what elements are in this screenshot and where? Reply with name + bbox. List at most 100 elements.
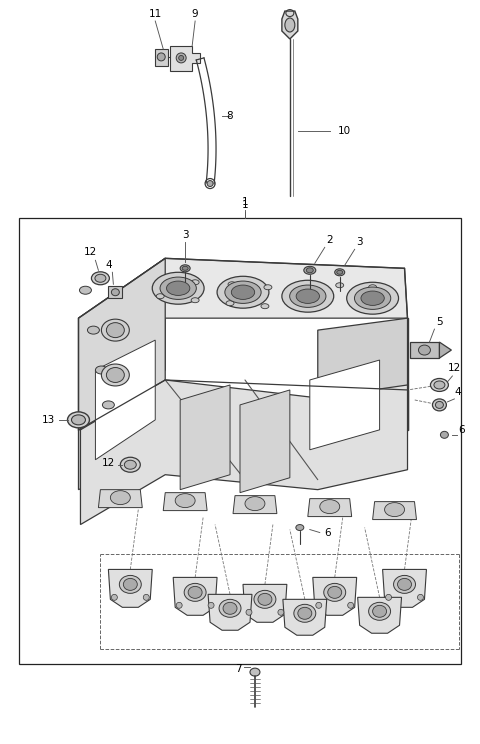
Ellipse shape [110,490,130,504]
Ellipse shape [68,412,89,428]
Ellipse shape [278,609,284,615]
Text: 12: 12 [84,247,97,257]
Text: 3: 3 [182,231,189,240]
Ellipse shape [418,594,423,600]
Ellipse shape [111,289,120,295]
Ellipse shape [320,500,340,513]
Ellipse shape [316,603,322,609]
Polygon shape [108,286,122,298]
Bar [19,219,461,664]
Polygon shape [78,258,408,318]
Ellipse shape [394,575,416,594]
Ellipse shape [120,575,141,594]
Ellipse shape [96,366,108,374]
Polygon shape [439,342,451,358]
Ellipse shape [160,277,196,299]
Ellipse shape [435,402,444,408]
Ellipse shape [384,503,405,516]
Ellipse shape [250,668,260,676]
Ellipse shape [184,583,206,601]
Ellipse shape [289,285,326,307]
Ellipse shape [182,266,188,270]
Ellipse shape [157,53,165,61]
Ellipse shape [434,381,445,389]
Ellipse shape [385,594,392,600]
Text: 6: 6 [324,527,331,537]
Ellipse shape [369,603,391,620]
Ellipse shape [176,603,182,609]
Ellipse shape [245,497,265,510]
Polygon shape [208,594,252,630]
Ellipse shape [191,280,199,285]
Polygon shape [283,600,327,635]
Polygon shape [78,258,165,430]
Ellipse shape [80,286,91,294]
Ellipse shape [285,18,295,32]
Ellipse shape [246,609,252,615]
Polygon shape [233,496,277,513]
Ellipse shape [72,415,85,425]
Polygon shape [383,569,426,607]
Ellipse shape [361,291,384,305]
Polygon shape [372,501,417,519]
Text: 7: 7 [235,664,241,674]
Ellipse shape [254,591,276,609]
Ellipse shape [397,578,411,591]
Ellipse shape [176,53,186,63]
Ellipse shape [354,287,391,310]
Ellipse shape [179,55,184,60]
Ellipse shape [369,285,377,289]
Ellipse shape [294,604,316,622]
Ellipse shape [231,285,255,299]
Ellipse shape [372,606,386,618]
Ellipse shape [191,298,199,303]
Text: 9: 9 [192,9,198,19]
Ellipse shape [419,345,431,355]
Polygon shape [240,390,290,493]
Ellipse shape [217,276,269,308]
Ellipse shape [152,272,204,304]
Ellipse shape [431,379,448,391]
Ellipse shape [226,301,234,306]
Text: 6: 6 [458,425,465,434]
Polygon shape [313,577,357,615]
Ellipse shape [348,603,354,609]
Text: 4: 4 [105,260,112,270]
Ellipse shape [228,282,236,286]
Ellipse shape [188,586,202,598]
Polygon shape [163,493,207,510]
Polygon shape [180,385,230,490]
Polygon shape [96,340,155,460]
Ellipse shape [223,603,237,615]
Ellipse shape [219,600,241,618]
Polygon shape [308,498,352,516]
Ellipse shape [144,594,149,600]
Ellipse shape [180,265,190,272]
Polygon shape [78,420,165,490]
Ellipse shape [111,594,117,600]
Text: 1: 1 [241,200,248,211]
Ellipse shape [324,583,346,601]
Polygon shape [358,597,402,633]
Polygon shape [310,360,380,450]
Ellipse shape [432,399,446,411]
Text: 10: 10 [338,126,351,135]
Ellipse shape [261,304,269,309]
Text: 3: 3 [356,237,363,247]
Polygon shape [318,318,408,440]
Text: 12: 12 [102,458,115,468]
Polygon shape [170,46,200,71]
Ellipse shape [296,289,320,304]
Ellipse shape [282,280,334,312]
Polygon shape [98,490,142,507]
Ellipse shape [87,326,99,334]
Ellipse shape [207,181,213,187]
Text: 2: 2 [326,235,333,246]
Polygon shape [108,569,152,607]
Ellipse shape [304,266,316,275]
Ellipse shape [167,281,190,295]
Ellipse shape [306,268,313,273]
Text: 8: 8 [227,111,233,121]
Ellipse shape [102,401,114,409]
Polygon shape [81,380,408,525]
